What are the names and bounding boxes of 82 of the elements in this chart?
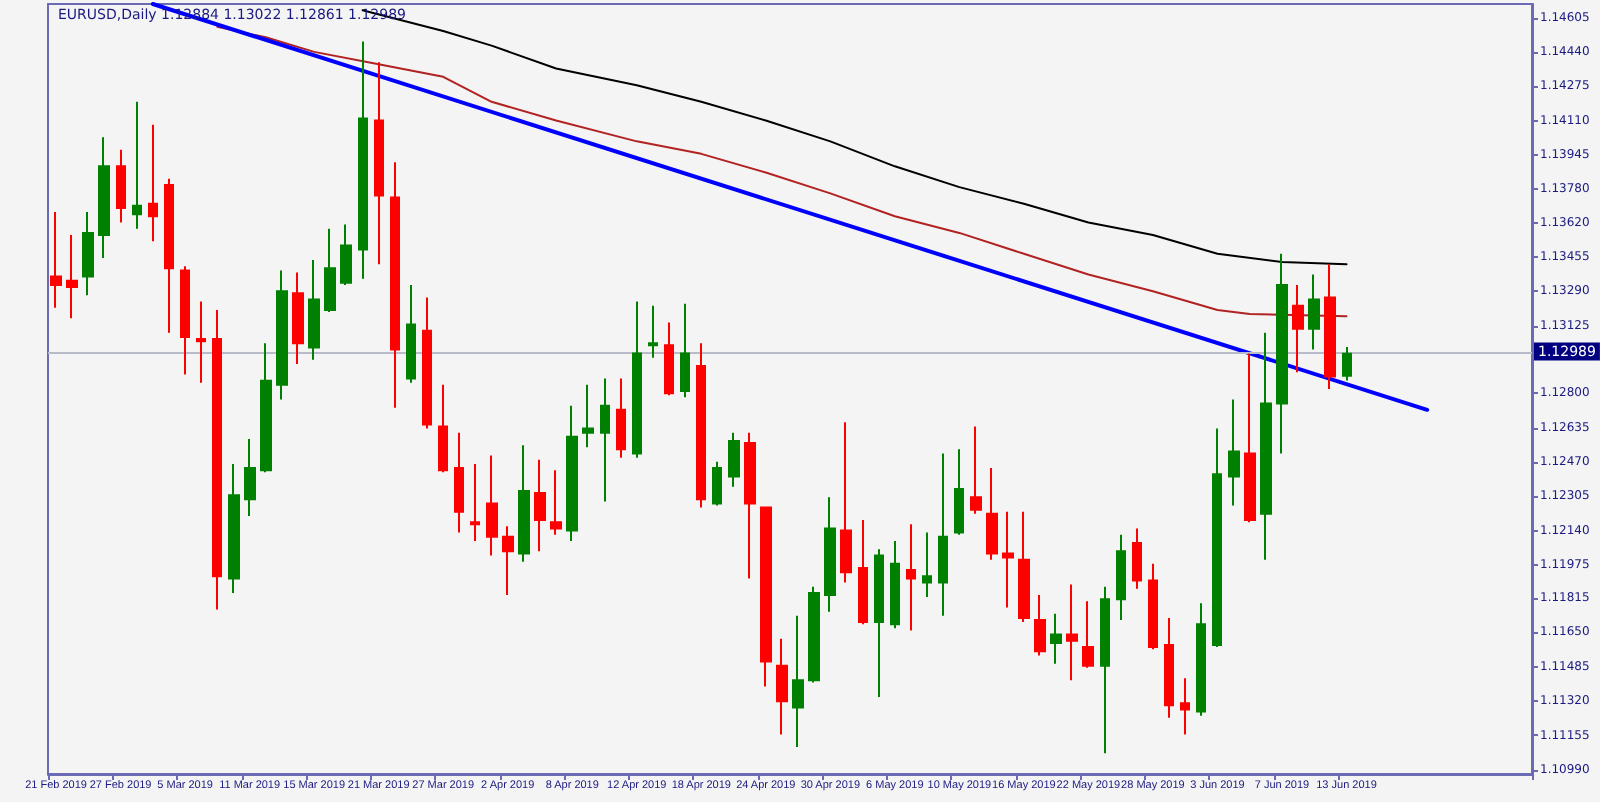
candlestick (406, 283, 416, 384)
candlestick (680, 302, 690, 399)
candlestick (66, 234, 78, 320)
candlestick (470, 462, 480, 542)
candlestick (1342, 345, 1352, 382)
candlestick (616, 377, 626, 459)
candlestick (244, 437, 256, 517)
candlestick (1034, 594, 1046, 657)
candlestick (712, 460, 722, 507)
candlestick (840, 421, 852, 584)
candlestick (1164, 616, 1174, 719)
candlestick (1228, 398, 1240, 507)
candlestick (292, 271, 304, 366)
candlestick (566, 404, 578, 542)
candlestick (1050, 612, 1062, 665)
line-series (216, 25, 1348, 318)
candlestick (324, 227, 336, 313)
candlestick (518, 444, 530, 563)
candlestick (260, 342, 272, 474)
candlestick (1276, 252, 1288, 455)
candlestick (132, 100, 142, 230)
candlestick (82, 211, 94, 297)
candlestick (276, 269, 288, 401)
candlestick (954, 448, 964, 536)
candlestick (180, 265, 190, 376)
candlestick (632, 300, 642, 459)
candlestick (1260, 331, 1272, 561)
candlestick (728, 431, 740, 488)
candlestick (1132, 527, 1142, 590)
candlestick (196, 300, 206, 384)
candlestick (50, 211, 62, 309)
candlestick (1244, 352, 1256, 524)
candlestick (858, 519, 868, 626)
candlestick (600, 377, 610, 503)
candlestick (808, 585, 820, 684)
candlestick (1308, 273, 1320, 351)
candlestick (308, 258, 320, 361)
candlestick (340, 223, 352, 286)
candlestick (98, 136, 110, 259)
candlestick (744, 431, 756, 580)
candlestick (1196, 602, 1206, 717)
candlestick (696, 342, 706, 509)
candlestick (1324, 263, 1336, 390)
candlestick (664, 321, 674, 397)
candlestick (164, 177, 174, 334)
candlestick (1180, 677, 1190, 736)
candlestick (502, 525, 514, 597)
candlestick (776, 637, 788, 736)
candlestick (1018, 510, 1030, 624)
candlestick (1148, 562, 1158, 651)
candlestick (906, 523, 916, 632)
candlestick (648, 304, 658, 359)
candlestick (1100, 585, 1110, 755)
candlestick (358, 40, 368, 280)
candlestick (422, 296, 432, 430)
candlestick (792, 614, 804, 748)
candlestick (374, 61, 384, 266)
candlestick (550, 469, 562, 536)
candlestick (986, 467, 998, 561)
candlestick (938, 452, 948, 617)
candlestick (1082, 600, 1094, 669)
candlestick (534, 458, 546, 553)
candlestick (890, 539, 900, 630)
candlestick (438, 383, 448, 474)
candlestick (212, 308, 222, 611)
candlestick (874, 548, 884, 698)
candlestick (922, 531, 932, 599)
candlestick (116, 148, 126, 224)
candlestick (1002, 510, 1014, 609)
candlestick (486, 454, 498, 557)
candlestick (148, 123, 158, 243)
candlestick (760, 506, 772, 688)
candlestick (970, 425, 982, 515)
candlestick (1212, 427, 1222, 649)
candlestick (228, 462, 240, 594)
candlestick (824, 496, 836, 613)
candlestick (390, 161, 400, 409)
candlestick (1066, 583, 1078, 682)
candlestick (1292, 283, 1304, 374)
candlestick (1116, 533, 1126, 621)
candlestick (454, 431, 464, 534)
candlestick (582, 383, 594, 449)
